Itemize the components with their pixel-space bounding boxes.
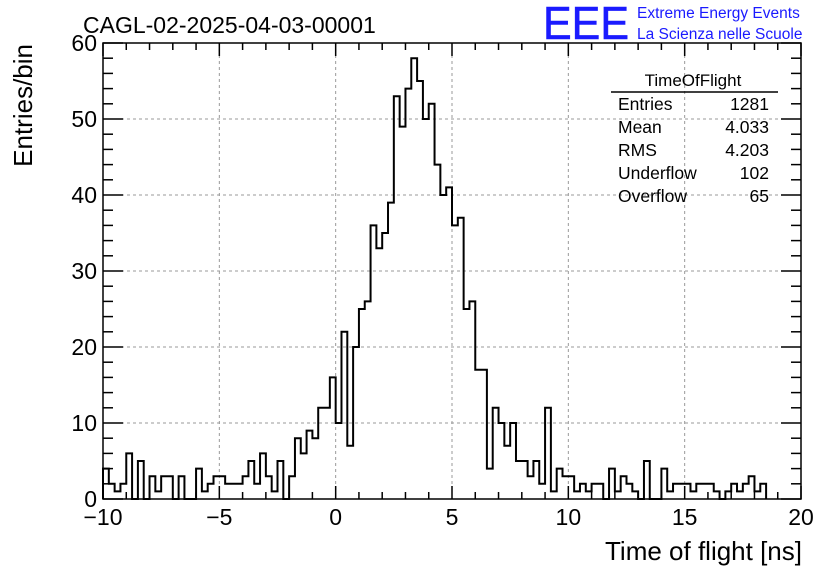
histogram-bin xyxy=(225,484,231,499)
eee-logo: EEE Extreme Energy Events La Scienza nel… xyxy=(543,0,803,49)
y-tick-label: 30 xyxy=(71,258,97,284)
histogram-outline xyxy=(102,57,768,500)
histogram-bin xyxy=(551,491,557,499)
histogram-bin xyxy=(679,484,685,499)
histogram-bin xyxy=(388,203,394,499)
x-tick-label: −10 xyxy=(83,504,122,530)
histogram-bin xyxy=(376,248,382,499)
histogram-bin xyxy=(574,491,580,499)
histogram-bin xyxy=(702,484,708,499)
histogram-bin xyxy=(324,408,330,499)
histogram-bin xyxy=(754,491,760,499)
stats-row-label: Mean xyxy=(618,117,662,137)
histogram-bin xyxy=(516,461,522,499)
x-tick-label: −5 xyxy=(206,504,232,530)
histogram-bin xyxy=(667,491,673,499)
histogram-bin xyxy=(382,233,388,499)
x-axis-title: Time of flight [ns] xyxy=(605,536,802,566)
histogram-bin xyxy=(423,119,429,499)
x-tick-label: 20 xyxy=(788,504,814,530)
histogram-bin xyxy=(435,165,441,499)
chart-title: CAGL-02-2025-04-03-00001 xyxy=(83,12,376,38)
histogram-bin xyxy=(202,491,208,499)
y-tick-label: 60 xyxy=(71,30,97,56)
histogram-bin xyxy=(347,446,353,499)
histogram-bin xyxy=(586,491,592,499)
stats-row-label: Overflow xyxy=(618,186,687,206)
histogram-bin xyxy=(446,187,452,499)
stats-box: TimeOfFlight Entries 1281 Mean 4.033 RMS 4.20… xyxy=(611,71,778,206)
histogram-bin xyxy=(615,491,621,499)
histogram-bin xyxy=(400,127,406,499)
grid-lines xyxy=(103,43,801,499)
histogram-bin xyxy=(504,446,510,499)
logo-line-1: Extreme Energy Events xyxy=(637,5,800,22)
histogram-bin xyxy=(487,469,493,499)
y-axis-title: Entries/bin xyxy=(8,44,38,167)
logo-mark: EEE xyxy=(543,0,629,49)
histogram-bin xyxy=(155,491,161,499)
x-tick-label: 5 xyxy=(446,504,459,530)
histogram-bin xyxy=(475,370,481,499)
histogram-bin xyxy=(539,484,545,499)
axis-ticks xyxy=(102,42,802,500)
x-tick-label: 15 xyxy=(672,504,698,530)
histogram-bin xyxy=(411,58,417,499)
histogram-bin xyxy=(528,476,534,499)
histogram-bin xyxy=(690,491,696,499)
histogram-bin xyxy=(464,309,470,499)
histogram-bin xyxy=(115,491,121,499)
histogram-bin xyxy=(312,438,318,499)
y-tick-label: 0 xyxy=(84,486,97,512)
stats-rows: Entries 1281 Mean 4.033 RMS 4.203 Underflow 102… xyxy=(618,94,769,206)
histogram-bin xyxy=(563,476,569,499)
histogram-bin xyxy=(254,484,260,499)
y-tick-label: 10 xyxy=(71,410,97,436)
x-tick-label: 10 xyxy=(556,504,582,530)
stats-row-value: 1281 xyxy=(730,94,769,114)
stats-row-value: 102 xyxy=(740,163,769,183)
stats-row-label: Entries xyxy=(618,94,673,114)
stats-row-label: RMS xyxy=(618,140,657,160)
histogram-bin xyxy=(336,423,342,499)
histogram-bin xyxy=(272,491,278,499)
y-tick-labels: 0 10 20 30 40 50 60 xyxy=(71,30,97,512)
logo-line-2: La Scienza nelle Scuole xyxy=(637,26,802,43)
x-tick-labels: −10 −5 0 5 10 15 20 xyxy=(83,504,813,530)
stats-row-label: Underflow xyxy=(618,163,697,183)
x-tick-label: 0 xyxy=(329,504,342,530)
histogram-bin xyxy=(237,484,243,499)
stats-row-value: 4.203 xyxy=(725,140,769,160)
y-tick-label: 20 xyxy=(71,334,97,360)
stats-row-value: 65 xyxy=(750,186,769,206)
histogram-bin xyxy=(452,225,458,499)
histogram-bin xyxy=(231,484,237,499)
stats-title: TimeOfFlight xyxy=(645,71,742,90)
y-tick-label: 40 xyxy=(71,182,97,208)
y-tick-label: 50 xyxy=(71,106,97,132)
histogram-bin xyxy=(365,301,371,499)
histogram-bin xyxy=(417,81,423,499)
stats-row-value: 4.033 xyxy=(725,117,769,137)
histogram-bin xyxy=(301,453,307,499)
histogram-bin xyxy=(405,89,411,499)
histogram-bin xyxy=(737,491,743,499)
